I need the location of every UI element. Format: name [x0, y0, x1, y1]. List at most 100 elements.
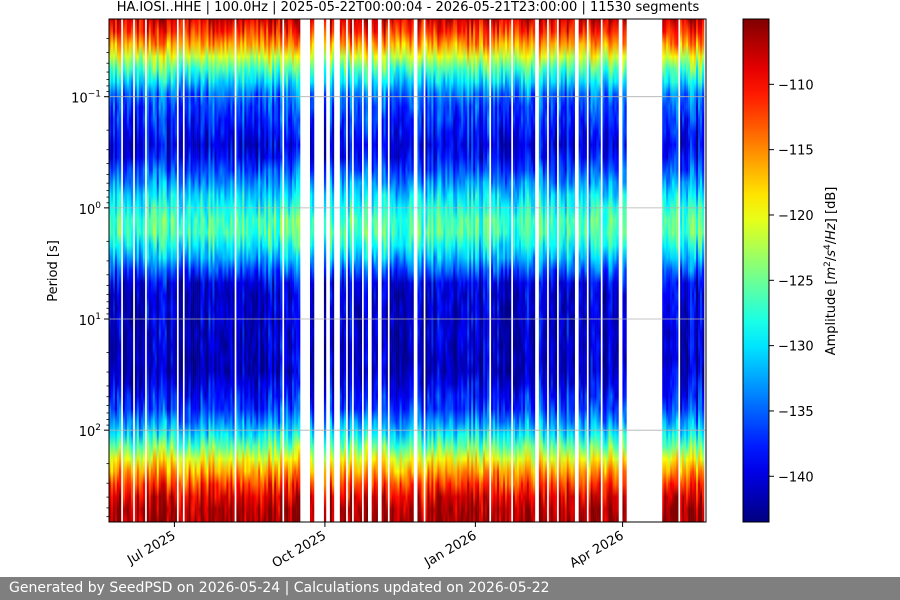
spectrogram-column	[124, 19, 128, 522]
spectrogram-column	[493, 19, 496, 522]
colorbar-ticks: −110 −115 −120 −125 −130 −135 −140	[769, 78, 814, 485]
spectrogram-column	[142, 19, 146, 522]
spectrogram-column	[419, 19, 422, 522]
spectrogram-column	[359, 19, 363, 522]
colorbar-gradient	[742, 18, 770, 523]
spectrogram-column	[112, 19, 116, 522]
spectrogram-column	[244, 19, 247, 522]
spectrogram-column	[202, 19, 205, 522]
spectrogram-column	[210, 19, 213, 522]
spectrogram-column	[186, 19, 189, 522]
spectrogram-column	[403, 19, 406, 522]
spectrogram-column	[491, 19, 494, 522]
spectrogram-column	[393, 19, 396, 522]
y-tick-label: 10−1	[71, 90, 101, 107]
spectrogram-column	[457, 19, 460, 522]
spectrogram-column	[162, 19, 166, 522]
spectrogram-column	[134, 19, 138, 522]
spectrogram-column	[694, 19, 697, 522]
spectrogram-column	[672, 19, 675, 522]
spectrogram-column	[542, 19, 546, 522]
spectrogram-column	[218, 19, 221, 522]
spectrogram-column	[417, 19, 420, 522]
spectrogram-column	[375, 19, 378, 522]
spectrogram-column	[507, 19, 510, 522]
spectrogram-column	[126, 19, 130, 522]
spectrogram-column	[610, 19, 613, 522]
spectrogram-column	[503, 19, 506, 522]
spectrogram-column	[572, 19, 575, 522]
spectrogram-column	[224, 19, 227, 522]
spectrogram-column	[216, 19, 219, 522]
spectrogram-column	[435, 19, 438, 522]
spectrogram-column	[455, 19, 458, 522]
spectrogram-column	[624, 19, 627, 522]
spectrogram-column	[700, 19, 703, 522]
spectrogram-column	[236, 19, 239, 522]
spectrogram-column	[461, 19, 464, 522]
spectrogram-column	[373, 19, 376, 522]
spectrogram-column	[190, 19, 193, 522]
spectrogram-column	[401, 19, 404, 522]
spectrogram-column	[447, 19, 450, 522]
spectrogram-column	[622, 19, 625, 522]
spectrogram-column	[528, 19, 532, 522]
spectrogram-column	[692, 19, 695, 522]
spectrogram-column	[662, 19, 665, 522]
spectrogram-column	[405, 19, 408, 522]
spectrogram-column	[614, 19, 617, 522]
spectrogram-column	[254, 19, 257, 522]
spectrogram-column	[276, 19, 279, 522]
spectrogram-column	[596, 19, 599, 522]
spectrogram-column	[582, 19, 585, 522]
spectrogram-column	[278, 19, 281, 522]
spectrogram-column	[395, 19, 398, 522]
spectrogram-column	[296, 19, 299, 522]
spectrogram-column	[602, 19, 605, 522]
colorbar-tick-label: −125	[778, 274, 814, 289]
spectrogram-column	[475, 19, 478, 522]
spectrogram-column	[451, 19, 454, 522]
spectrogram-column	[198, 19, 201, 522]
spectrogram-column	[684, 19, 687, 522]
spectrogram-column	[505, 19, 508, 522]
spectrogram-column	[562, 19, 566, 522]
y-tick-label: 101	[79, 312, 101, 329]
spectrogram-column	[433, 19, 436, 522]
spectrogram-column	[128, 19, 132, 522]
spectrogram-column	[343, 19, 347, 522]
spectrogram-column	[495, 19, 498, 522]
spectrogram-column	[389, 19, 392, 522]
spectrogram-column	[290, 19, 293, 522]
spectrogram-column	[114, 19, 118, 522]
spectrogram-column	[200, 19, 203, 522]
spectrogram-column	[292, 19, 295, 522]
spectrogram-column	[371, 19, 374, 522]
spectrogram-column	[449, 19, 452, 522]
spectrogram-column	[584, 19, 587, 522]
spectrogram-column	[427, 19, 430, 522]
spectrogram-column	[558, 19, 562, 522]
spectrogram-column	[222, 19, 225, 522]
spectrogram-column	[465, 19, 468, 522]
spectrogram-column	[166, 19, 169, 522]
spectrogram-column	[552, 19, 556, 522]
footer-text: Generated by SeedPSD on 2026-05-24 | Cal…	[9, 580, 550, 596]
spectrogram-column	[467, 19, 470, 522]
spectrogram-column	[668, 19, 671, 522]
spectrogram-column	[196, 19, 199, 522]
y-tick-label: 100	[79, 201, 102, 218]
spectrogram-column	[570, 19, 573, 522]
spectrogram-column	[194, 19, 197, 522]
spectrogram-column	[150, 19, 154, 522]
spectrogram-column	[204, 19, 207, 522]
spectrogram-column	[381, 19, 384, 522]
spectrogram-column	[680, 19, 683, 522]
spectrogram-column	[188, 19, 191, 522]
x-tick-label: Jan 2026	[421, 528, 479, 570]
x-tick-label: Oct 2025	[270, 528, 329, 571]
spectrogram-column	[485, 19, 488, 522]
spectrogram-column	[192, 19, 195, 522]
spectrogram-column	[272, 19, 275, 522]
spectrogram-column	[232, 19, 235, 522]
